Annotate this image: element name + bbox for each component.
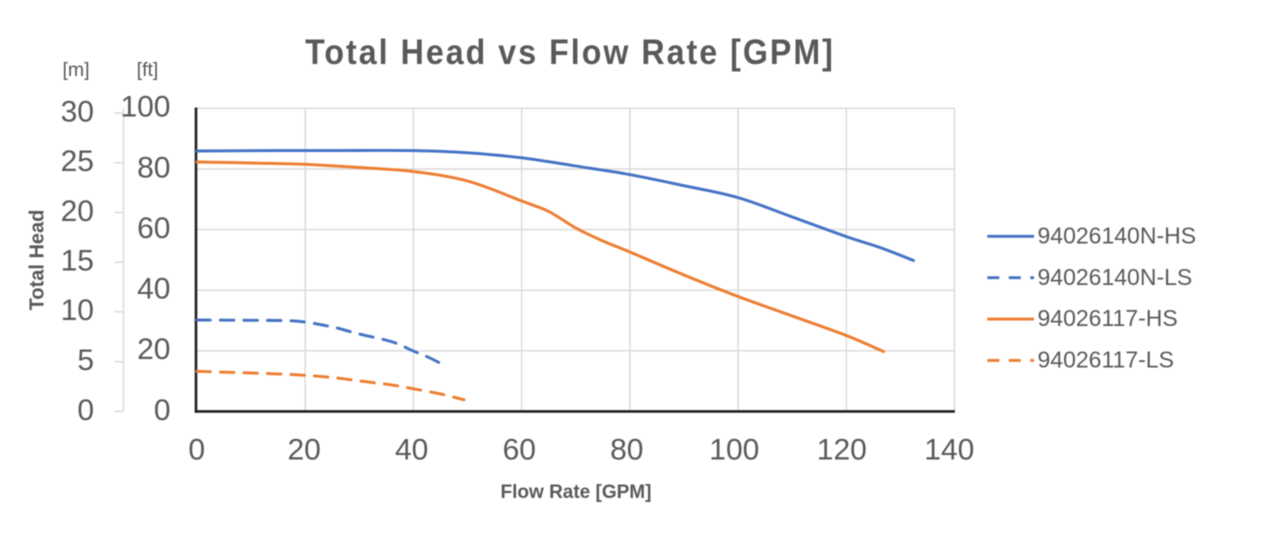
svg-text:80: 80	[610, 434, 643, 467]
svg-text:Flow Rate [GPM]: Flow Rate [GPM]	[501, 482, 652, 503]
svg-text:25: 25	[61, 145, 94, 178]
svg-text:15: 15	[61, 245, 94, 278]
svg-text:94026117-HS: 94026117-HS	[1038, 305, 1178, 331]
svg-text:0: 0	[77, 394, 94, 427]
svg-text:120: 120	[817, 434, 867, 467]
svg-text:5: 5	[77, 344, 94, 377]
svg-text:100: 100	[120, 91, 170, 124]
svg-text:20: 20	[288, 434, 321, 467]
svg-text:0: 0	[188, 434, 205, 467]
svg-text:94026140N-HS: 94026140N-HS	[1038, 222, 1197, 248]
svg-text:0: 0	[154, 394, 171, 427]
svg-text:140: 140	[924, 434, 974, 467]
svg-text:60: 60	[503, 434, 536, 467]
svg-text:30: 30	[61, 96, 94, 129]
svg-text:100: 100	[709, 434, 759, 467]
svg-text:60: 60	[137, 212, 170, 245]
svg-text:20: 20	[61, 195, 94, 228]
svg-text:[m]: [m]	[62, 59, 89, 81]
svg-text:[ft]: [ft]	[137, 59, 159, 81]
svg-text:40: 40	[395, 434, 428, 467]
svg-text:40: 40	[137, 273, 170, 306]
svg-text:94026117-LS: 94026117-LS	[1038, 347, 1174, 373]
svg-text:20: 20	[137, 333, 170, 366]
svg-text:94026140N-LS: 94026140N-LS	[1038, 264, 1193, 290]
svg-text:Total Head vs Flow Rate [GPM]: Total Head vs Flow Rate [GPM]	[305, 34, 835, 73]
svg-text:Total Head: Total Head	[27, 210, 49, 311]
svg-text:10: 10	[61, 294, 94, 327]
svg-text:80: 80	[137, 151, 170, 184]
